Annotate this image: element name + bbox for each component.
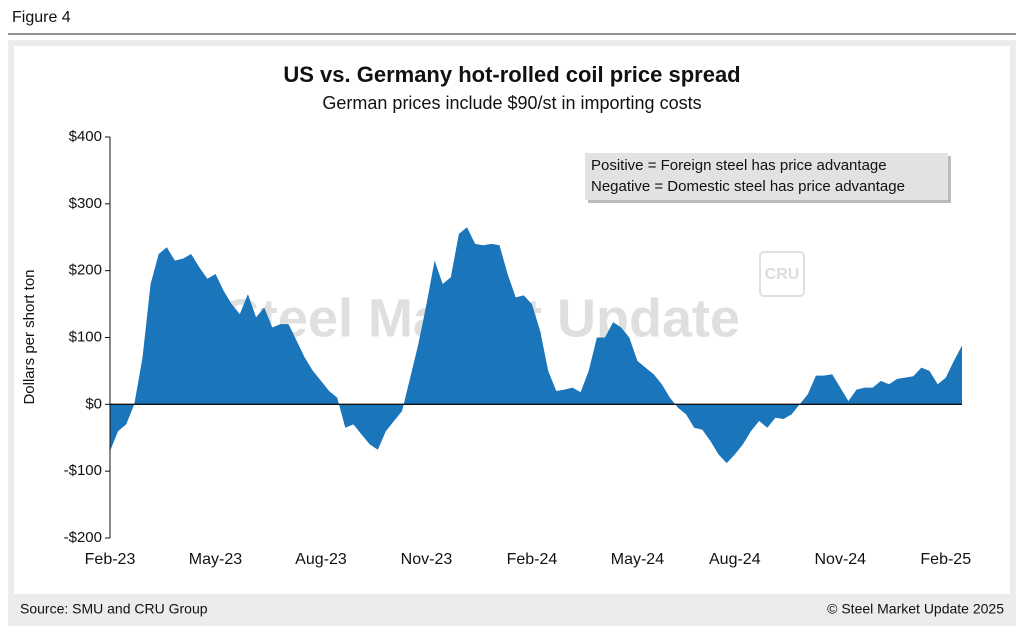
source: Source: SMU and CRU Group	[20, 601, 208, 617]
y-tick-label: $300	[69, 195, 102, 212]
chart-subtitle: German prices include $90/st in importin…	[322, 93, 701, 113]
annotation: Negative = Domestic steel has price adva…	[591, 178, 905, 195]
y-tick-label: $100	[69, 328, 102, 345]
x-tick-label: May-23	[189, 551, 242, 568]
annotation-box	[585, 153, 948, 200]
y-axis-label: Dollars per short ton	[21, 269, 38, 404]
watermark-logo	[759, 251, 805, 297]
x-tick-label: Feb-24	[507, 551, 558, 568]
y-tick-label: -$200	[64, 529, 102, 546]
watermark-logo-text: CRU	[765, 266, 800, 283]
annotation: Positive = Foreign steel has price advan…	[591, 157, 887, 174]
plot: -$200 -$100 $0 $100 $200 $300 $400 Feb-23 May-23…	[64, 128, 972, 568]
x-tick-label: Aug-23	[295, 551, 347, 568]
x-tick-label: Feb-23	[85, 551, 136, 568]
figure-label: Figure 4	[12, 9, 71, 26]
x-tick-label: Feb-25	[920, 551, 971, 568]
x-tick-label: May-24	[611, 551, 664, 568]
copyright: © Steel Market Update 2025	[827, 601, 1004, 617]
chart-title: US vs. Germany hot-rolled coil price spr…	[283, 62, 740, 87]
y-tick-label: $0	[85, 395, 102, 412]
y-tick-label: -$100	[64, 462, 102, 479]
y-tick-label: $200	[69, 262, 102, 279]
x-tick-label: Aug-24	[709, 551, 761, 568]
x-tick-label: Nov-23	[401, 551, 453, 568]
y-tick-label: $400	[69, 128, 102, 145]
x-tick-label: Nov-24	[814, 551, 866, 568]
